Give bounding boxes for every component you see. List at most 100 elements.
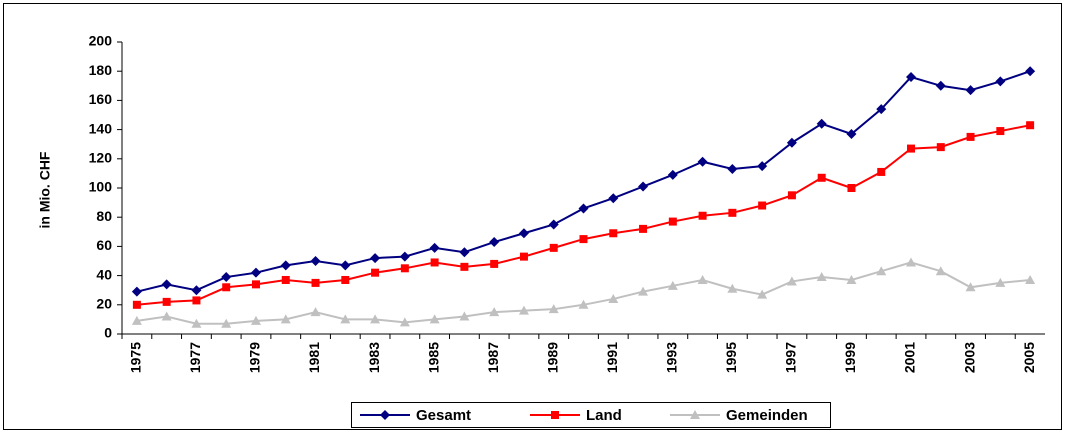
point <box>429 314 440 324</box>
point <box>311 278 320 287</box>
point <box>758 201 767 210</box>
point <box>341 275 350 284</box>
point <box>697 274 708 284</box>
point <box>757 289 768 299</box>
point <box>518 305 529 315</box>
point <box>846 274 857 284</box>
point <box>281 275 290 284</box>
point <box>548 304 559 314</box>
point <box>966 132 975 141</box>
point <box>131 315 142 325</box>
x-tick-label: 1981 <box>306 342 322 373</box>
point <box>221 318 232 328</box>
point <box>1025 66 1036 77</box>
point <box>817 173 826 182</box>
point <box>400 264 409 273</box>
point <box>965 85 976 96</box>
point <box>578 299 589 309</box>
x-tick-label: 1991 <box>604 342 620 373</box>
y-tick-label: 140 <box>89 120 113 136</box>
point <box>310 256 321 266</box>
point <box>935 80 946 91</box>
point <box>935 266 946 276</box>
x-tick-label: 1985 <box>425 342 441 373</box>
point <box>906 72 917 83</box>
x-tick-label: 2001 <box>902 342 918 373</box>
point <box>429 242 440 253</box>
point <box>1026 121 1035 130</box>
x-tick-label: 1997 <box>783 342 799 373</box>
point <box>965 282 976 292</box>
point <box>727 283 738 293</box>
point <box>578 203 589 214</box>
point <box>727 164 738 175</box>
point <box>609 229 618 238</box>
point <box>519 252 528 261</box>
point <box>221 272 232 283</box>
x-tick-label: 1983 <box>366 342 382 373</box>
point <box>1025 274 1036 284</box>
point <box>399 317 410 327</box>
point <box>548 219 559 230</box>
point <box>518 228 529 239</box>
point <box>549 243 558 252</box>
y-tick-label: 20 <box>96 296 112 312</box>
point <box>668 217 677 226</box>
point <box>162 297 171 306</box>
legend-marker <box>380 410 390 420</box>
point <box>995 76 1006 87</box>
point <box>250 315 261 325</box>
legend-box <box>351 402 831 428</box>
point <box>489 237 500 248</box>
point <box>399 251 410 262</box>
point <box>995 277 1006 287</box>
legend-label: Gesamt <box>416 407 471 424</box>
legend-marker <box>690 410 700 419</box>
point <box>161 279 172 290</box>
point <box>460 262 469 271</box>
point <box>639 224 648 233</box>
point <box>638 181 649 192</box>
point <box>876 266 887 276</box>
point <box>877 167 886 176</box>
point <box>251 280 260 289</box>
point <box>906 257 917 267</box>
point <box>280 314 291 324</box>
point <box>191 318 202 328</box>
legend-label: Land <box>586 407 622 424</box>
x-tick-label: 2005 <box>1021 342 1037 373</box>
y-tick-label: 60 <box>96 237 112 253</box>
point <box>131 286 142 297</box>
point <box>579 235 588 244</box>
point <box>996 127 1005 136</box>
y-tick-label: 100 <box>89 179 113 195</box>
point <box>698 211 707 220</box>
point <box>786 137 797 148</box>
point <box>222 283 231 292</box>
point <box>191 285 202 296</box>
y-tick-label: 80 <box>96 208 112 224</box>
x-tick-label: 1995 <box>723 342 739 373</box>
point <box>876 104 887 115</box>
x-tick-label: 1975 <box>128 342 144 373</box>
point <box>280 260 291 271</box>
point <box>847 184 856 192</box>
y-tick-label: 120 <box>89 150 113 166</box>
point <box>430 258 439 267</box>
legend-label: Gemeinden <box>726 407 808 424</box>
legend-marker <box>551 411 559 419</box>
point <box>667 280 678 290</box>
point <box>340 260 351 271</box>
point <box>250 267 261 278</box>
y-tick-label: 40 <box>96 266 112 282</box>
point <box>371 268 380 277</box>
x-tick-label: 1993 <box>664 342 680 373</box>
point <box>667 169 678 180</box>
x-tick-label: 2003 <box>961 342 977 373</box>
x-tick-label: 1999 <box>842 342 858 373</box>
point <box>459 247 470 258</box>
point <box>728 208 737 217</box>
point <box>936 143 945 152</box>
point <box>490 259 499 268</box>
point <box>846 128 857 139</box>
